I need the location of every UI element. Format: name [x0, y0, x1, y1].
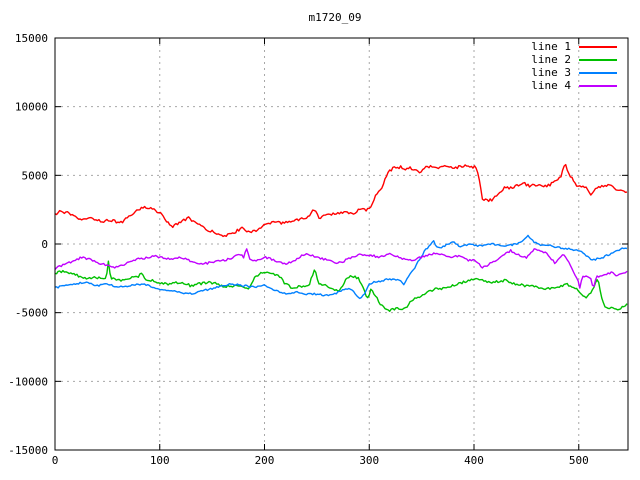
- series-line-3: [54, 234, 628, 300]
- series-line-1: [54, 163, 628, 238]
- y-tick-label: -5000: [15, 307, 48, 320]
- y-tick-label: 0: [41, 238, 48, 251]
- legend-label: line 2: [531, 53, 571, 66]
- legend-label: line 4: [531, 79, 571, 92]
- legend-item: line 1: [531, 40, 617, 53]
- x-tick-label: 300: [359, 454, 379, 467]
- y-tick-label: -15000: [8, 444, 48, 457]
- x-tick-label: 200: [255, 454, 275, 467]
- legend-label: line 3: [531, 66, 571, 79]
- legend-item: line 3: [531, 66, 617, 79]
- legend-item: line 4: [531, 79, 617, 92]
- y-tick-label: 5000: [22, 169, 49, 182]
- legend-line-sample: [579, 45, 617, 48]
- y-tick-label: 10000: [15, 101, 48, 114]
- legend-item: line 2: [531, 53, 617, 66]
- x-tick-label: 400: [464, 454, 484, 467]
- y-tick-label: 15000: [15, 32, 48, 45]
- legend-line-sample: [579, 71, 617, 74]
- legend: line 1 line 2 line 3 line 4: [531, 40, 617, 92]
- legend-label: line 1: [531, 40, 571, 53]
- legend-line-sample: [579, 58, 617, 61]
- x-tick-label: 100: [150, 454, 170, 467]
- y-tick-label: -10000: [8, 375, 48, 388]
- series-line-4: [54, 248, 628, 289]
- x-tick-label: 0: [52, 454, 59, 467]
- x-tick-label: 500: [569, 454, 589, 467]
- legend-line-sample: [579, 84, 617, 87]
- series-line-2: [54, 260, 628, 312]
- chart-title: m1720_09: [308, 11, 362, 24]
